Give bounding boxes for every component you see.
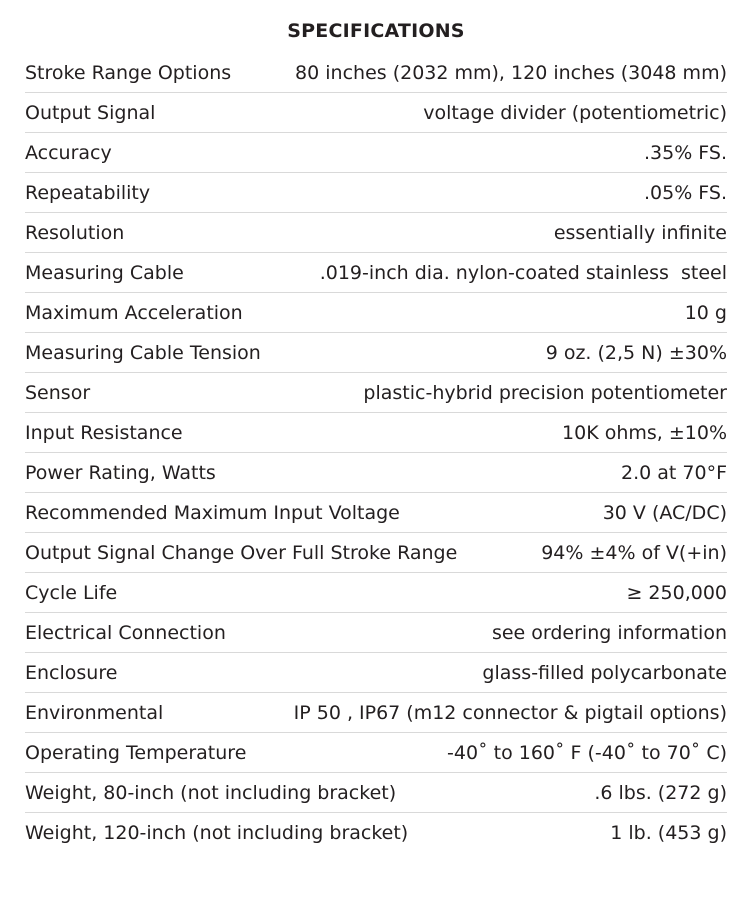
spec-row-weight-120-inch: Weight, 120-inch (not including bracket)…	[25, 813, 727, 853]
spec-row-measuring-cable: Measuring Cable .019-inch dia. nylon-coa…	[25, 253, 727, 293]
spec-row-weight-80-inch: Weight, 80-inch (not including bracket) …	[25, 773, 727, 813]
spec-label: Weight, 80-inch (not including bracket)	[25, 781, 397, 804]
spec-value: -40˚ to 160˚ F (-40˚ to 70˚ C)	[447, 741, 727, 764]
spec-label: Output Signal Change Over Full Stroke Ra…	[25, 541, 458, 564]
spec-row-resolution: Resolution essentially infinite	[25, 213, 727, 253]
spec-row-sensor: Sensor plastic-hybrid precision potentio…	[25, 373, 727, 413]
spec-value: ≥ 250,000	[626, 581, 727, 604]
spec-value: glass-filled polycarbonate	[482, 661, 727, 684]
spec-row-operating-temperature: Operating Temperature -40˚ to 160˚ F (-4…	[25, 733, 727, 773]
spec-row-maximum-acceleration: Maximum Acceleration 10 g	[25, 293, 727, 333]
spec-label: Weight, 120-inch (not including bracket)	[25, 822, 409, 844]
spec-label: Output Signal	[25, 101, 156, 124]
spec-row-output-signal: Output Signal voltage divider (potentiom…	[25, 93, 727, 133]
spec-value: 30 V (AC/DC)	[602, 501, 727, 524]
spec-label: Cycle Life	[25, 581, 118, 604]
spec-label: Stroke Range Options	[25, 61, 232, 84]
spec-value: 2.0 at 70°F	[621, 461, 727, 484]
specifications-title: SPECIFICATIONS	[287, 20, 465, 42]
specifications-table: Stroke Range Options 80 inches (2032 mm)…	[25, 53, 727, 853]
spec-row-electrical-connection: Electrical Connection see ordering infor…	[25, 613, 727, 653]
specifications-sheet: SPECIFICATIONS Stroke Range Options 80 i…	[0, 17, 745, 902]
spec-label: Sensor	[25, 381, 91, 404]
spec-label: Enclosure	[25, 661, 118, 684]
spec-value: plastic-hybrid precision potentiometer	[363, 381, 727, 404]
spec-value: 80 inches (2032 mm), 120 inches (3048 mm…	[295, 61, 727, 84]
spec-value: .35% FS.	[643, 141, 727, 164]
spec-label: Accuracy	[25, 141, 112, 164]
spec-value: IP 50 , IP67 (m12 connector & pigtail op…	[293, 701, 727, 724]
spec-label: Input Resistance	[25, 421, 183, 444]
spec-row-accuracy: Accuracy .35% FS.	[25, 133, 727, 173]
spec-row-stroke-range-options: Stroke Range Options 80 inches (2032 mm)…	[25, 53, 727, 93]
spec-value: .019-inch dia. nylon-coated stainless st…	[319, 261, 727, 284]
spec-label: Environmental	[25, 701, 164, 724]
spec-row-output-signal-change: Output Signal Change Over Full Stroke Ra…	[25, 533, 727, 573]
spec-value: 9 oz. (2,5 N) ±30%	[545, 341, 727, 364]
spec-label: Repeatability	[25, 181, 151, 204]
spec-label: Maximum Acceleration	[25, 301, 243, 324]
spec-value: 94% ±4% of V(+in)	[541, 541, 727, 564]
spec-row-enclosure: Enclosure glass-filled polycarbonate	[25, 653, 727, 693]
spec-label: Measuring Cable Tension	[25, 341, 261, 364]
spec-value: .05% FS.	[643, 181, 727, 204]
spec-value: see ordering information	[491, 621, 727, 644]
spec-label: Power Rating, Watts	[25, 461, 216, 484]
spec-value: essentially infinite	[553, 221, 727, 244]
spec-label: Electrical Connection	[25, 621, 226, 644]
spec-row-input-resistance: Input Resistance 10K ohms, ±10%	[25, 413, 727, 453]
spec-row-recommended-max-input-voltage: Recommended Maximum Input Voltage 30 V (…	[25, 493, 727, 533]
spec-row-cycle-life: Cycle Life ≥ 250,000	[25, 573, 727, 613]
spec-row-power-rating: Power Rating, Watts 2.0 at 70°F	[25, 453, 727, 493]
spec-value: .6 lbs. (272 g)	[594, 781, 727, 804]
spec-row-measuring-cable-tension: Measuring Cable Tension 9 oz. (2,5 N) ±3…	[25, 333, 727, 373]
spec-label: Operating Temperature	[25, 741, 247, 764]
spec-value: 10K ohms, ±10%	[562, 421, 727, 444]
spec-row-environmental: Environmental IP 50 , IP67 (m12 connecto…	[25, 693, 727, 733]
spec-label: Measuring Cable	[25, 261, 184, 284]
spec-value: 10 g	[684, 301, 727, 324]
spec-label: Recommended Maximum Input Voltage	[25, 501, 400, 524]
spec-value: voltage divider (potentiometric)	[423, 101, 727, 124]
spec-label: Resolution	[25, 221, 125, 244]
spec-row-repeatability: Repeatability .05% FS.	[25, 173, 727, 213]
spec-value: 1 lb. (453 g)	[610, 822, 727, 844]
